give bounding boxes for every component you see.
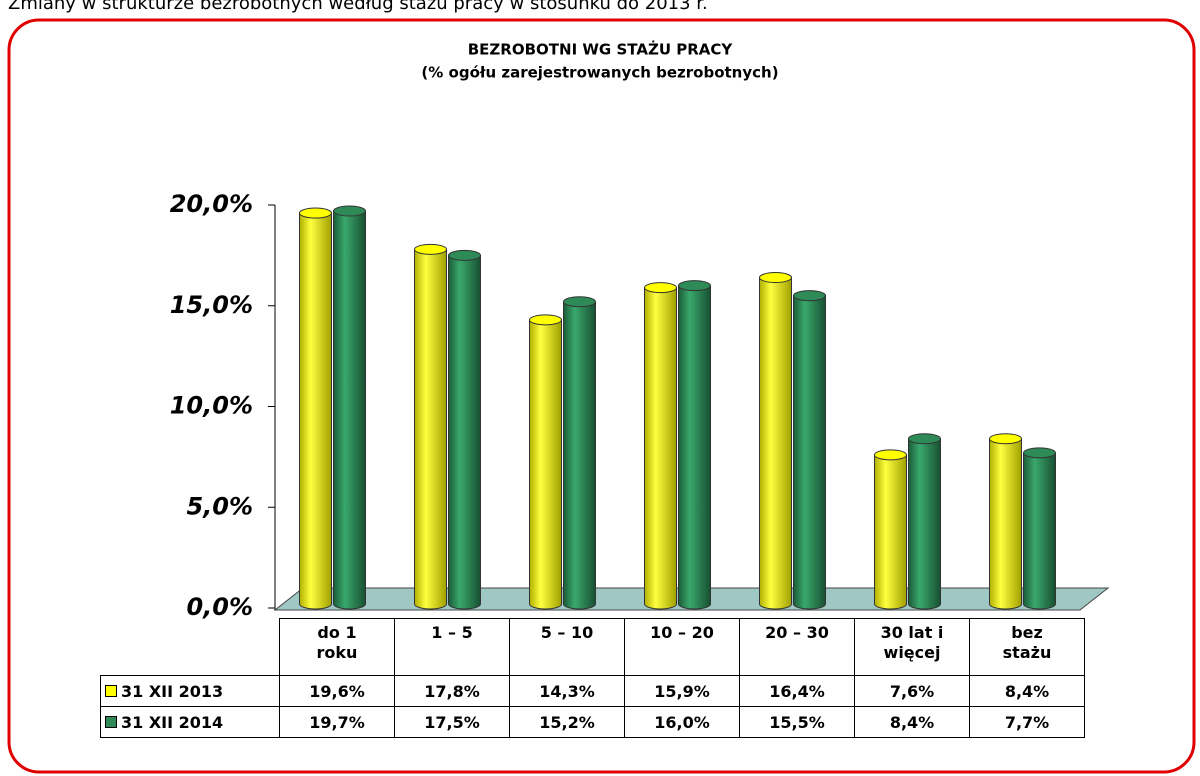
- y-tick-label: 0,0%: [186, 593, 253, 621]
- y-tick-label: 10,0%: [170, 392, 253, 420]
- bar: [1023, 447, 1056, 610]
- data-label: 15,5%: [739, 706, 855, 738]
- bar-part: [678, 280, 711, 292]
- y-tick-label: 15,0%: [170, 291, 253, 319]
- bar-part: [644, 282, 677, 294]
- data-label: 16,0%: [624, 706, 740, 738]
- bar-part: [1023, 447, 1056, 459]
- legend-cell: 31 XII 2014: [100, 706, 280, 738]
- legend-cell: 31 XII 2013: [100, 675, 280, 707]
- table-cell: do 1 roku: [279, 618, 395, 676]
- bar-part: [299, 207, 332, 219]
- table-row: do 1 roku 1 – 5 5 – 10 10 – 20 20 – 30 30 lat…: [100, 618, 1085, 676]
- data-label: 14,3%: [509, 675, 625, 707]
- bar: [414, 243, 447, 610]
- chart-subtitle: (% ogółu zarejestrowanych bezrobotnych): [421, 64, 778, 82]
- bar: [333, 205, 366, 610]
- data-label: 15,2%: [509, 706, 625, 738]
- bar-part: [448, 249, 481, 261]
- bar-part: [644, 287, 677, 610]
- table-cell: 30 lat i więcej: [854, 618, 970, 676]
- bar-part: [678, 285, 711, 610]
- y-tick-label: 20,0%: [170, 190, 253, 218]
- bar-part: [908, 433, 941, 445]
- legend-swatch: [105, 715, 117, 728]
- data-label: 8,4%: [969, 675, 1085, 707]
- data-table: do 1 roku 1 – 5 5 – 10 10 – 20 20 – 30 30 lat…: [100, 618, 1085, 738]
- bar-part: [908, 438, 941, 610]
- bar-part: [529, 319, 562, 610]
- frame: [7, 18, 1196, 774]
- bar: [529, 314, 562, 610]
- bar-part: [874, 454, 907, 610]
- caption: Zmiany w strukturze bezrobotnych według …: [8, 0, 708, 14]
- bar-part: [299, 212, 332, 610]
- bar-part: [563, 296, 596, 308]
- x-tick-label: 1 – 5: [431, 623, 473, 642]
- bar: [563, 296, 596, 610]
- bar-part: [1023, 452, 1056, 610]
- bar-part: [333, 205, 366, 217]
- table-cell: 1 – 5: [394, 618, 510, 676]
- bar-part: [414, 243, 447, 255]
- bar-part: [793, 290, 826, 302]
- data-label: 7,6%: [854, 675, 970, 707]
- bar: [759, 272, 792, 610]
- data-label: 17,8%: [394, 675, 510, 707]
- legend-swatch: [105, 684, 117, 697]
- bar: [989, 433, 1022, 610]
- bar: [644, 282, 677, 610]
- bar-part: [563, 301, 596, 610]
- bar-part: [414, 248, 447, 610]
- bar-part: [989, 438, 1022, 610]
- data-label: 7,7%: [969, 706, 1085, 738]
- table-cell: 10 – 20: [624, 618, 740, 676]
- bar-part: [989, 433, 1022, 445]
- table-cell: 5 – 10: [509, 618, 625, 676]
- x-tick-label: do 1 roku: [316, 623, 358, 662]
- data-label: 19,6%: [279, 675, 395, 707]
- x-tick-label: 10 – 20: [650, 623, 714, 642]
- bar-part: [529, 314, 562, 326]
- data-label: 19,7%: [279, 706, 395, 738]
- legend-label: 31 XII 2014: [121, 712, 224, 732]
- table-row: 31 XII 2014 19,7% 17,5% 15,2% 16,0% 15,5% 8,4%…: [100, 706, 1085, 738]
- table-cell: bez stażu: [969, 618, 1085, 676]
- y-tick-label: 5,0%: [186, 492, 253, 520]
- data-label: 15,9%: [624, 675, 740, 707]
- bar: [299, 207, 332, 610]
- table-cell: 20 – 30: [739, 618, 855, 676]
- bar-part: [759, 277, 792, 610]
- bar-part: [333, 210, 366, 610]
- bar-part: [874, 449, 907, 461]
- table-cell: [100, 618, 280, 676]
- x-tick-label: 30 lat i więcej: [880, 623, 944, 662]
- x-tick-label: bez stażu: [1002, 623, 1052, 662]
- x-tick-label: 20 – 30: [765, 623, 829, 642]
- x-tick-label: 5 – 10: [540, 623, 594, 642]
- bar: [874, 449, 907, 610]
- data-label: 16,4%: [739, 675, 855, 707]
- bar-part: [448, 254, 481, 610]
- bar: [793, 290, 826, 610]
- data-label: 8,4%: [854, 706, 970, 738]
- bar-part: [793, 295, 826, 610]
- legend-label: 31 XII 2013: [121, 681, 224, 701]
- table-row: 31 XII 2013 19,6% 17,8% 14,3% 15,9% 16,4% 7,6%…: [100, 675, 1085, 707]
- data-label: 17,5%: [394, 706, 510, 738]
- bar-part: [759, 272, 792, 284]
- bar: [678, 280, 711, 610]
- bar: [908, 433, 941, 610]
- chart-title: BEZROBOTNI WG STAŻU PRACY: [468, 40, 734, 59]
- bar: [448, 249, 481, 610]
